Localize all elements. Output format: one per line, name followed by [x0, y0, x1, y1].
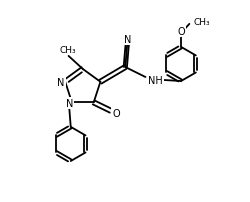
- Text: O: O: [176, 27, 184, 37]
- Text: N: N: [57, 77, 64, 87]
- Text: O: O: [112, 108, 119, 118]
- Text: N: N: [66, 98, 73, 108]
- Text: NH: NH: [148, 76, 162, 86]
- Text: CH₃: CH₃: [60, 46, 76, 55]
- Text: N: N: [123, 35, 130, 45]
- Text: CH₃: CH₃: [192, 18, 209, 27]
